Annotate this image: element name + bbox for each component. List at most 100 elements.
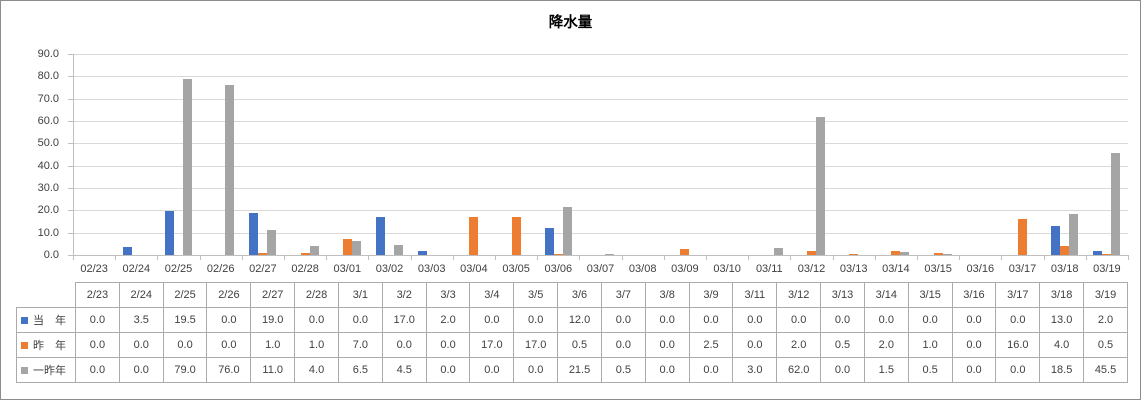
- table-value-cell: 2.5: [688, 332, 734, 358]
- y-axis-label: 90.0: [37, 48, 59, 60]
- x-axis-tick: [1001, 255, 1003, 260]
- x-axis-tick: [199, 255, 201, 260]
- y-axis-label: 20.0: [37, 204, 59, 217]
- table-value-cell: 0.5: [557, 332, 602, 358]
- bar: [816, 116, 825, 255]
- table-column-header: 3/16: [951, 282, 997, 308]
- x-axis-tick: [452, 255, 454, 260]
- legend-key-icon: [21, 316, 28, 324]
- table-value-cell: 0.0: [951, 357, 997, 383]
- table-value-cell: 0.0: [688, 307, 734, 333]
- table-column-header: 3/1: [337, 282, 383, 308]
- bar: [1111, 153, 1121, 255]
- x-axis-tick: [368, 255, 370, 260]
- table-value-cell: 0.0: [644, 307, 690, 333]
- table-value-cell: 0.0: [75, 307, 120, 333]
- gridline: [73, 165, 1128, 167]
- x-axis-tick: [874, 255, 876, 260]
- table-value-cell: 1.5: [863, 357, 909, 383]
- bar: [891, 250, 901, 255]
- table-column-header: 3/4: [469, 282, 515, 308]
- table-column-header: 3/19: [1083, 282, 1128, 308]
- table-column-header: 2/27: [250, 282, 296, 308]
- table-value-cell: 0.0: [776, 307, 822, 333]
- table-value-cell: 16.0: [995, 332, 1041, 358]
- table-value-cell: 0.0: [469, 357, 515, 383]
- y-axis-label: 10.0: [37, 226, 59, 239]
- bar: [183, 78, 192, 255]
- x-axis-label: 03/16: [966, 263, 995, 275]
- bar: [807, 250, 816, 255]
- table-value-cell: 0.0: [425, 357, 471, 383]
- y-axis-tick: [68, 76, 73, 78]
- table-value-cell: 0.0: [469, 307, 515, 333]
- series-label-text: 当 年: [33, 315, 66, 327]
- gridline: [73, 121, 1128, 122]
- table-value-cell: 19.5: [162, 307, 208, 333]
- table-column-header: 2/24: [118, 282, 164, 308]
- x-axis-tick: [73, 255, 74, 260]
- table-value-cell: 0.0: [644, 357, 690, 383]
- y-axis-label: 50.0: [37, 137, 59, 150]
- y-axis-tick: [68, 210, 73, 212]
- series-label-cell: 当 年: [16, 307, 76, 333]
- x-axis-tick: [917, 255, 918, 260]
- bar: [394, 244, 403, 255]
- table-column-header: 3/13: [820, 282, 865, 308]
- chart-title: 降水量: [548, 15, 593, 31]
- y-axis-tick: [68, 98, 73, 100]
- bar: [267, 230, 277, 255]
- table-value-cell: 17.0: [513, 332, 559, 358]
- table-corner-cell: [17, 283, 76, 308]
- table-value-cell: 0.0: [513, 307, 559, 333]
- table-value-cell: 0.0: [951, 332, 997, 358]
- x-axis-tick: [663, 255, 665, 260]
- bar: [1060, 246, 1070, 255]
- table-value-cell: 0.0: [688, 357, 734, 383]
- table-value-cell: 0.5: [600, 357, 646, 383]
- table-value-cell: 21.5: [557, 357, 602, 383]
- x-axis-label: 02/25: [164, 263, 193, 275]
- table-value-cell: 0.0: [337, 307, 383, 333]
- x-axis-tick: [115, 255, 117, 260]
- x-axis-label: 03/14: [882, 263, 910, 275]
- legend-key-icon: [21, 341, 28, 349]
- table-value-cell: 12.0: [557, 307, 602, 333]
- table-value-cell: 0.5: [1083, 332, 1128, 358]
- x-axis-tick: [790, 255, 792, 260]
- y-axis-tick: [68, 255, 73, 256]
- table-row: 一昨年 0.0 0.0 79.0 76.0 11.0 4.0 6.5 4.5 0.0 0.0 0.0 2…: [16, 357, 1128, 383]
- table-column-header: 3/3: [425, 282, 471, 308]
- table-value-cell: 1.0: [250, 332, 296, 358]
- table-value-cell: 0.0: [732, 307, 778, 333]
- table-column-header: 3/5: [513, 282, 559, 308]
- x-axis-label: 03/07: [586, 263, 615, 275]
- table-column-header: 2/26: [206, 282, 252, 308]
- y-axis-tick: [68, 188, 73, 189]
- x-axis-label: 03/09: [671, 263, 699, 275]
- table-column-header: 3/11: [732, 282, 778, 308]
- gridline: [73, 232, 1128, 234]
- table-value-cell: 62.0: [776, 357, 822, 383]
- bar: [1093, 250, 1103, 255]
- y-axis-label: 40.0: [37, 159, 59, 172]
- legend-key-icon: [21, 366, 28, 374]
- series-label-cell: 昨 年: [16, 332, 76, 358]
- x-axis-tick: [832, 255, 834, 260]
- table-column-header: 3/15: [907, 282, 953, 308]
- x-axis-label: 03/02: [375, 263, 404, 275]
- gridline: [73, 210, 1128, 212]
- table-column-header: 3/9: [688, 282, 734, 308]
- table-value-cell: 2.0: [776, 332, 822, 358]
- x-axis-label: 02/28: [291, 263, 319, 275]
- x-axis-label: 02/23: [80, 263, 108, 275]
- table-value-cell: 3.0: [732, 357, 778, 383]
- x-axis-label: 03/19: [1093, 263, 1121, 275]
- table-value-cell: 0.0: [425, 332, 471, 358]
- x-axis-tick: [241, 255, 243, 260]
- table-value-cell: 0.0: [75, 332, 120, 358]
- x-axis-tick: [1085, 255, 1087, 260]
- table-value-cell: 19.0: [250, 307, 296, 333]
- table-value-cell: 0.5: [820, 332, 865, 358]
- bar: [773, 248, 783, 255]
